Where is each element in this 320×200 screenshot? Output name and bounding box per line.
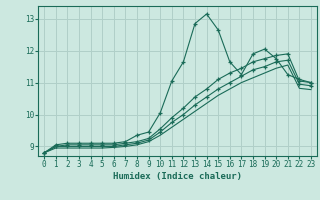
X-axis label: Humidex (Indice chaleur): Humidex (Indice chaleur) [113,172,242,181]
